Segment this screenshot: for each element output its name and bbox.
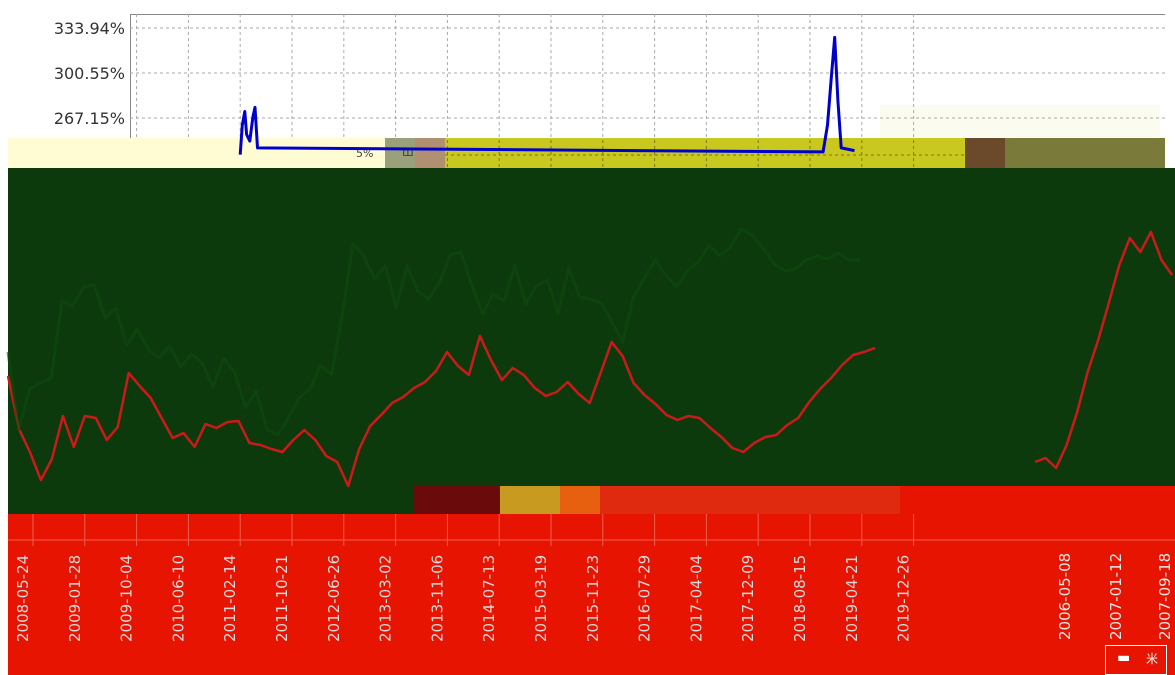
grid-lines [130,14,1165,138]
x-tick-label: 2008-05-24 [14,555,32,642]
x-axis-ticks: 2008-05-24 2009-01-28 2009-10-04 2010-06-10… [14,553,1174,642]
red-glitch-strip [600,486,900,514]
x-tick-label-right: 2006-05-08 [1056,553,1074,640]
x-tick-label: 2010-06-10 [169,555,187,642]
x-tick-label-right: 2007-09-18 [1156,553,1174,640]
x-tick-label: 2011-02-14 [221,555,239,642]
red-glitch-block-bottom [8,514,1175,675]
series-line [238,35,855,155]
x-tick-label: 2011-10-21 [273,555,291,642]
obscured-series-line [1034,230,1174,470]
y-tick-label: 300.55% [54,64,125,83]
y-tick-label: 267.15% [54,109,125,128]
glitch-cell-a [385,138,420,168]
glitch-cell-c [965,138,1005,168]
orange-glitch-cell-2 [560,486,600,514]
x-tick-label: 2018-08-15 [791,555,809,642]
glitch-text-a: 5% [356,147,374,160]
yellow-glitch-band [440,138,970,168]
obscured-series-line [6,227,860,437]
x-tick-label: 2009-01-28 [66,555,84,642]
x-tick-label: 2015-11-23 [584,555,602,642]
obscured-series-layer [6,227,1174,488]
dark-green-glitch-block-lower [8,486,413,514]
x-tick-label: 2013-11-06 [428,555,446,642]
series-layer [238,35,855,155]
x-tick-label: 2017-04-04 [687,555,705,642]
x-tick-label: 2015-03-19 [532,555,550,642]
x-tick-label: 2019-12-26 [895,555,913,642]
glitch-cell-d [1005,138,1165,168]
obscured-series-line [6,334,876,488]
x-tick-label: 2014-07-13 [480,555,498,642]
x-tick-label: 2012-06-26 [325,555,343,642]
glitch-cell-b [415,138,445,168]
orange-glitch-cell [500,486,560,514]
legend-line-icon: ▬ [1117,650,1131,666]
x-tick-label: 2019-04-21 [843,555,861,642]
x-tick-label-right: 2007-01-12 [1107,553,1125,640]
right-white-strip [1165,14,1175,168]
cream-glitch-band-right [880,105,1160,137]
x-tick-label: 2013-03-02 [377,555,395,642]
red-glitch-block-right [900,486,1175,514]
x-tick-label: 2016-07-29 [636,555,654,642]
cream-glitch-band [8,138,448,168]
grid-lines-yellow-band [445,140,965,168]
glitch-text-b: Ш [402,146,414,159]
maroon-glitch-cell [413,486,503,514]
legend-glyph-icon: 米 [1146,652,1159,666]
x-tick-label: 2017-12-09 [739,555,757,642]
grid-lines-red-band [8,514,1175,546]
x-tick-label: 2009-10-04 [118,555,136,642]
y-axis-ticks: 333.94% 300.55% 267.15% [54,19,125,128]
y-tick-label: 333.94% [54,19,125,38]
